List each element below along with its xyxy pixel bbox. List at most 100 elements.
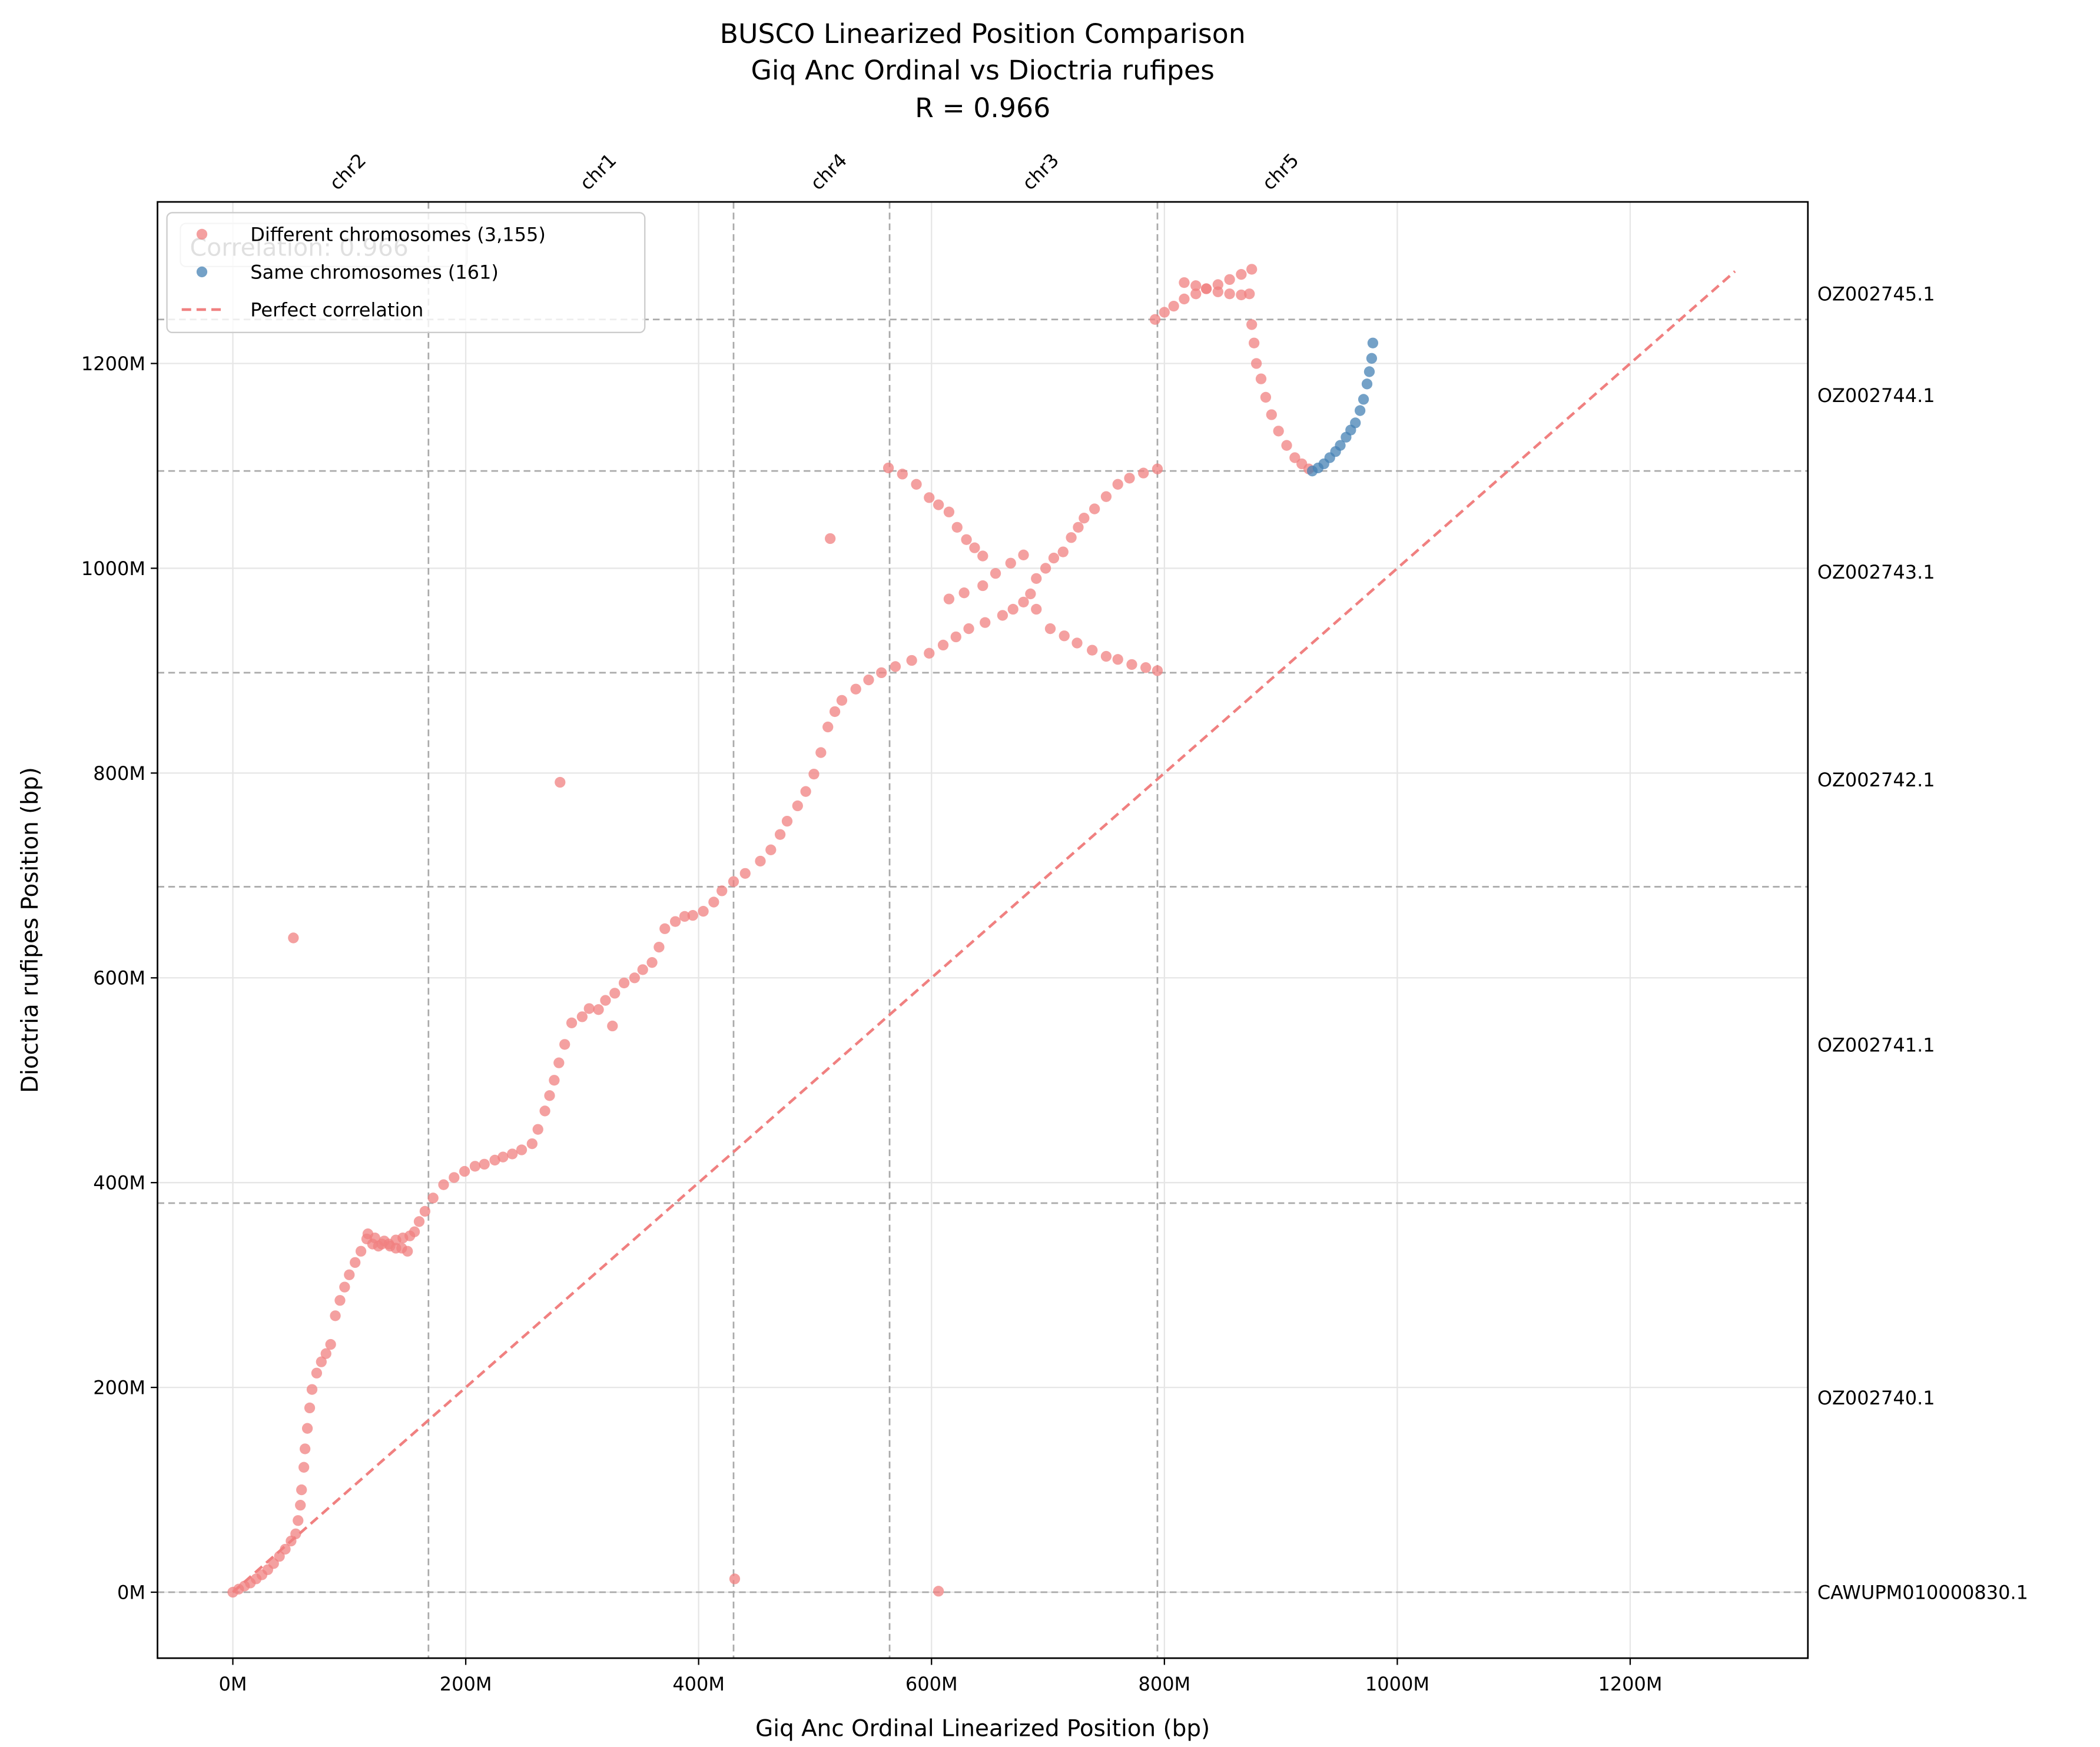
data-point: [906, 655, 917, 666]
data-point: [553, 1057, 565, 1068]
data-point: [593, 1004, 604, 1015]
data-point: [1358, 394, 1369, 405]
data-point: [1089, 503, 1100, 514]
data-point: [1190, 280, 1202, 291]
data-point: [1350, 417, 1361, 429]
data-point: [334, 1295, 346, 1306]
data-point: [288, 932, 299, 944]
legend: [166, 212, 646, 333]
data-point: [924, 647, 935, 659]
data-point: [729, 1573, 741, 1585]
data-point: [1354, 405, 1366, 416]
data-point: [1040, 563, 1051, 574]
data-point: [469, 1161, 481, 1172]
data-point: [800, 786, 811, 797]
data-point: [507, 1148, 518, 1160]
chart-title: BUSCO Linearized Position Comparison: [720, 18, 1246, 49]
data-point: [299, 1443, 311, 1454]
data-point: [1273, 426, 1284, 437]
data-point: [1057, 546, 1069, 557]
data-point: [1073, 522, 1084, 533]
data-point: [951, 522, 963, 533]
x-tick-label: 0M: [219, 1673, 247, 1695]
data-point: [1149, 314, 1161, 325]
data-point: [1363, 366, 1375, 377]
data-point: [607, 1020, 618, 1032]
data-point: [295, 1500, 306, 1511]
data-point: [274, 1550, 285, 1562]
data-point: [739, 868, 751, 879]
data-point: [320, 1348, 331, 1359]
data-point: [1079, 513, 1090, 524]
y-tick-label: 0M: [117, 1581, 145, 1603]
y-tick-label: 400M: [93, 1172, 145, 1194]
data-point: [296, 1484, 307, 1496]
region-label: OZ002740.1: [1817, 1387, 1935, 1409]
data-point: [883, 462, 894, 474]
data-point: [566, 1017, 578, 1028]
data-point: [293, 1515, 304, 1526]
data-point: [609, 988, 621, 999]
data-point: [549, 1075, 560, 1086]
data-point: [544, 1090, 555, 1101]
data-point: [304, 1402, 316, 1414]
data-point: [350, 1257, 361, 1268]
data-point: [890, 661, 901, 672]
data-point: [792, 800, 803, 812]
data-point: [1018, 596, 1029, 607]
data-point: [774, 829, 786, 840]
data-point: [316, 1356, 327, 1367]
data-point: [1031, 573, 1042, 584]
data-point: [943, 593, 955, 605]
x-tick-label: 800M: [1138, 1673, 1190, 1695]
data-point: [937, 639, 949, 651]
data-point: [1087, 645, 1098, 656]
data-point: [977, 550, 988, 562]
data-point: [1212, 286, 1223, 297]
x-tick-label: 600M: [905, 1673, 958, 1695]
y-tick-label: 1000M: [81, 557, 145, 580]
data-point: [679, 911, 691, 922]
data-point: [1260, 391, 1272, 403]
data-point: [1126, 659, 1137, 670]
data-point: [997, 610, 1008, 621]
data-point: [933, 499, 944, 510]
data-point: [933, 1586, 944, 1597]
data-point: [1168, 300, 1179, 312]
data-point: [1044, 623, 1056, 635]
data-point: [646, 957, 658, 968]
data-point: [1048, 552, 1060, 564]
data-point: [1236, 289, 1247, 301]
data-point: [419, 1205, 430, 1217]
data-point: [311, 1367, 323, 1379]
data-point: [958, 587, 970, 599]
data-point: [555, 776, 566, 788]
data-point: [687, 910, 698, 921]
data-point: [637, 964, 648, 975]
data-point: [716, 885, 728, 896]
y-tick-label: 1200M: [81, 353, 145, 375]
data-point: [438, 1179, 449, 1190]
data-point: [943, 506, 955, 517]
x-tick-label: 200M: [440, 1673, 492, 1695]
data-point: [301, 1423, 313, 1434]
data-point: [489, 1154, 500, 1166]
data-point: [961, 534, 972, 545]
data-point: [449, 1172, 460, 1183]
region-label: CAWUPM010000830.1: [1817, 1581, 2028, 1603]
data-point: [897, 469, 908, 480]
data-point: [969, 542, 980, 553]
data-point: [863, 674, 874, 686]
data-point: [808, 768, 820, 780]
data-point: [950, 631, 961, 643]
data-point: [629, 972, 641, 984]
data-point: [781, 815, 793, 827]
y-axis-label: Dioctria rufipes Position (bp): [17, 767, 44, 1093]
data-point: [1018, 549, 1029, 560]
data-point: [1138, 467, 1149, 479]
data-point: [1112, 479, 1123, 490]
data-point: [1281, 440, 1292, 451]
data-point: [1140, 662, 1152, 673]
